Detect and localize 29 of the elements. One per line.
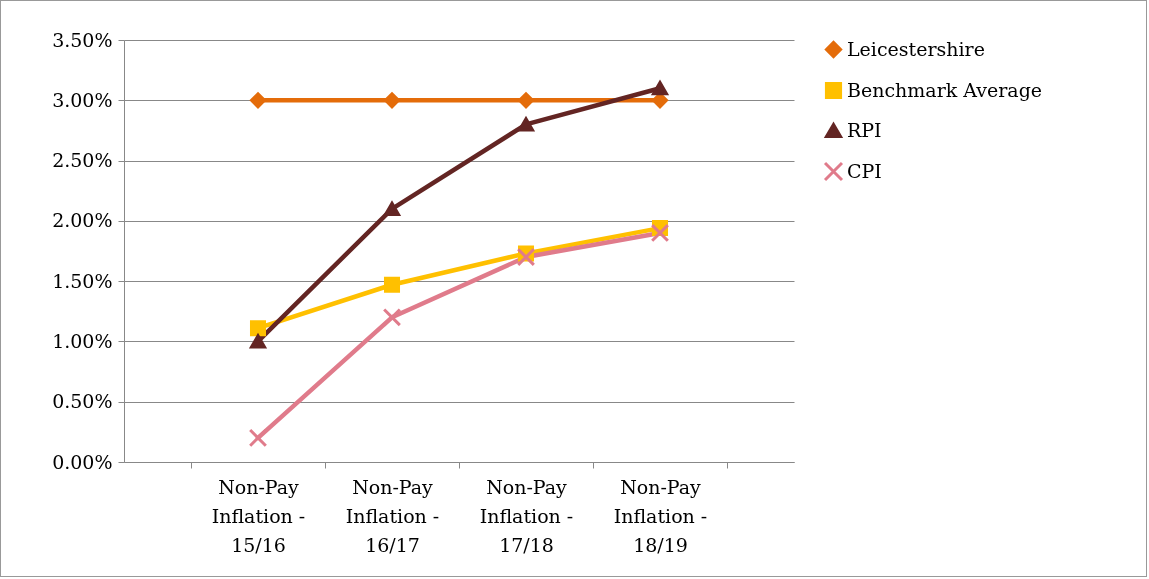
legend-label: CPI xyxy=(847,159,882,182)
point xyxy=(383,201,401,216)
point xyxy=(382,307,402,327)
y-tick-label: 1.00% xyxy=(52,329,113,352)
point xyxy=(248,428,268,448)
y-tick-label: 2.00% xyxy=(52,209,113,232)
legend-label: Leicestershire xyxy=(847,37,985,60)
y-tick-label: 1.50% xyxy=(52,269,113,292)
y-tick-label: 0.00% xyxy=(52,450,113,473)
legend-label: RPI xyxy=(847,118,882,141)
y-tick-label: 2.50% xyxy=(52,149,113,172)
point xyxy=(249,92,267,109)
point xyxy=(517,92,535,109)
x-tick-label: Non-Pay Inflation - 15/16 xyxy=(211,475,306,556)
y-tick-label: 3.00% xyxy=(52,88,113,111)
x-tick-label: Non-Pay Inflation - 17/18 xyxy=(479,475,574,556)
point xyxy=(651,81,669,96)
point xyxy=(517,117,535,132)
x-tick-label: Non-Pay Inflation - 18/19 xyxy=(613,475,708,556)
point xyxy=(249,334,267,349)
y-tick-label: 0.50% xyxy=(52,390,113,413)
y-tick-label: 3.50% xyxy=(52,28,113,51)
point xyxy=(383,276,401,293)
point xyxy=(383,92,401,109)
point xyxy=(516,247,536,267)
legend-label: Benchmark Average xyxy=(847,78,1043,101)
point xyxy=(650,223,670,243)
x-tick-label: Non-Pay Inflation - 16/17 xyxy=(345,475,440,556)
point xyxy=(249,320,267,337)
